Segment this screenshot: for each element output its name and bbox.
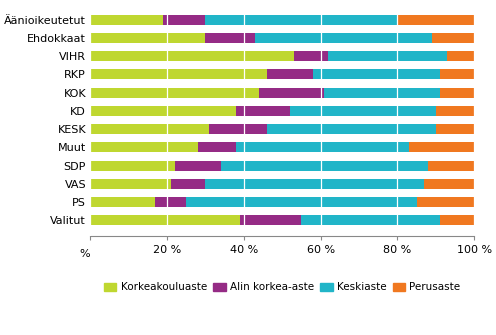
Bar [90,215,240,225]
Bar [205,33,255,43]
Bar [324,88,440,98]
Bar [313,69,440,79]
Bar [447,51,474,61]
Bar [440,88,474,98]
Bar [328,51,447,61]
Bar [90,88,259,98]
Bar [209,124,267,134]
Bar [90,124,209,134]
Bar [90,106,236,116]
Bar [198,142,236,152]
Bar [440,69,474,79]
Bar [436,124,474,134]
Bar [255,33,432,43]
Bar [417,197,474,207]
Bar [294,51,328,61]
Bar [90,33,205,43]
Bar [171,179,205,189]
Bar [440,215,474,225]
Legend: Korkeakouluaste, Alin korkea-aste, Keskiaste, Perusaste: Korkeakouluaste, Alin korkea-aste, Keski… [100,278,465,296]
Bar [259,88,324,98]
Bar [436,106,474,116]
Bar [236,142,409,152]
Bar [156,197,186,207]
Bar [290,106,436,116]
Bar [90,15,163,25]
Bar [428,160,474,171]
Bar [90,69,267,79]
Bar [397,15,474,25]
Bar [90,142,198,152]
Bar [90,160,175,171]
Bar [221,160,428,171]
Bar [236,106,290,116]
Bar [175,160,221,171]
Bar [186,197,417,207]
Bar [302,215,440,225]
Bar [267,69,313,79]
Bar [432,33,474,43]
Bar [90,51,294,61]
Bar [425,179,474,189]
Bar [90,179,171,189]
Bar [267,124,436,134]
Bar [163,15,205,25]
Bar [205,15,397,25]
Bar [240,215,302,225]
Bar [90,197,156,207]
Bar [409,142,474,152]
Bar [205,179,425,189]
X-axis label: %: % [79,249,90,259]
